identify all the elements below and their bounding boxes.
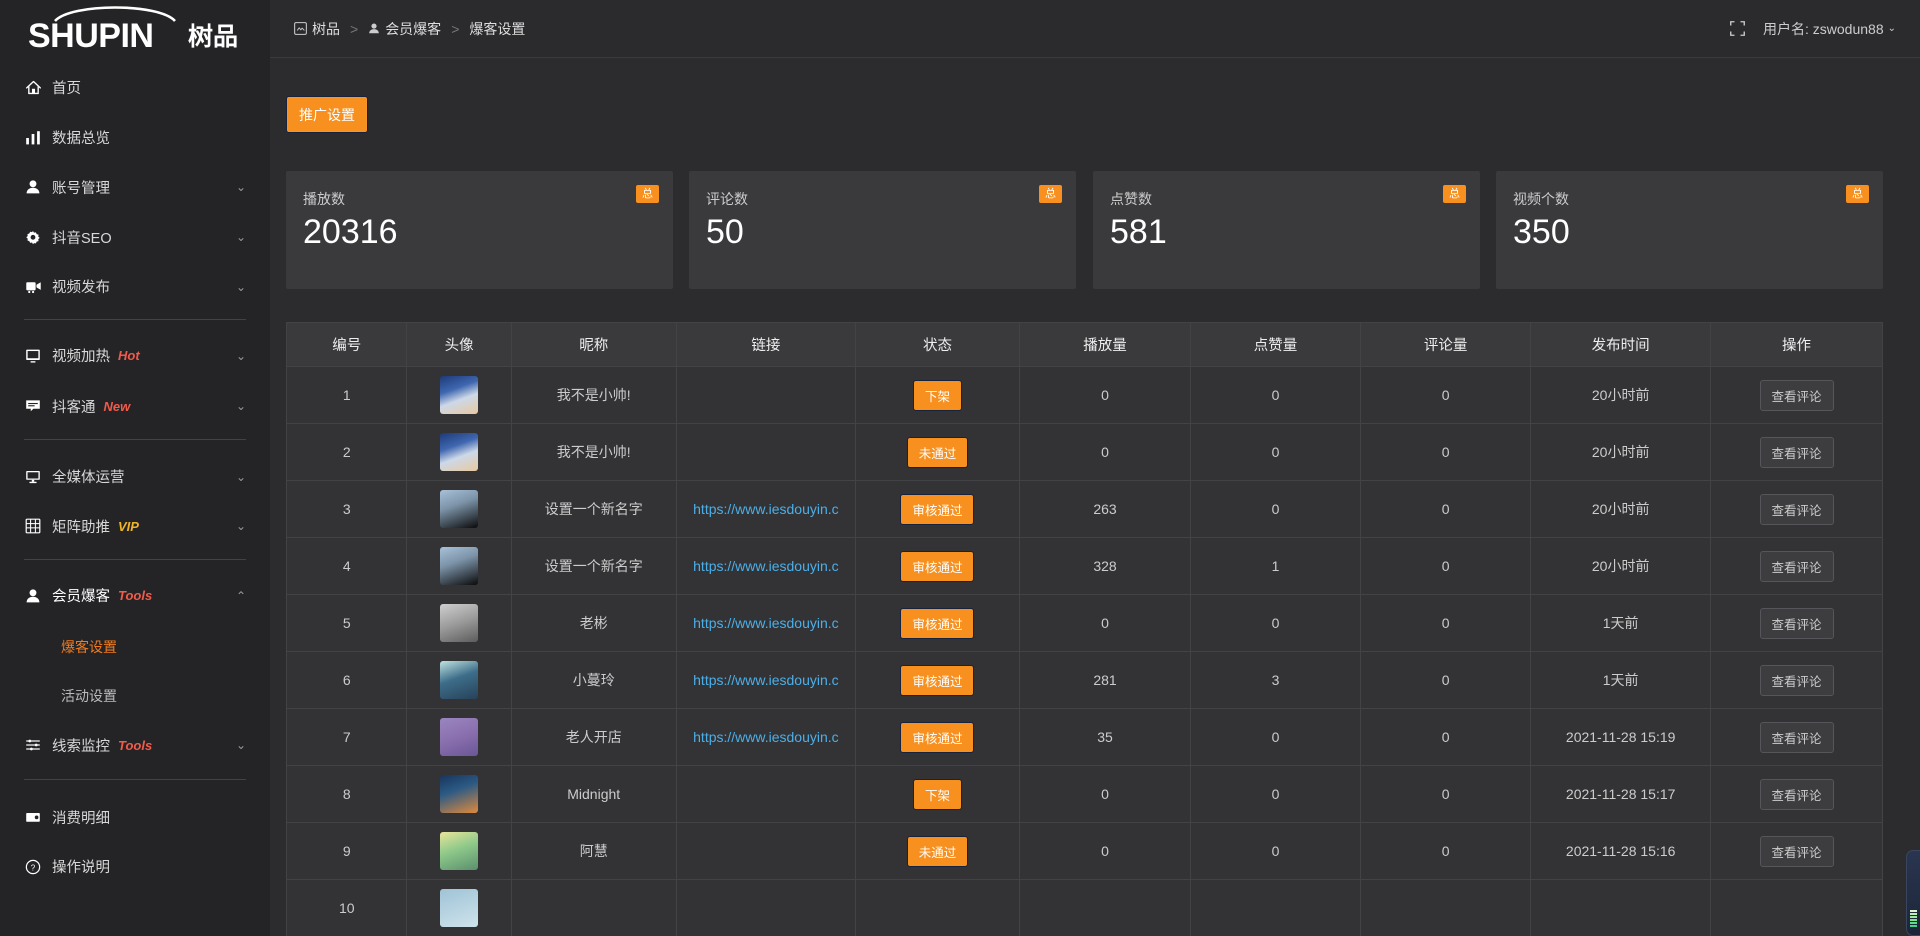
svg-text:?: ? [31,863,36,872]
